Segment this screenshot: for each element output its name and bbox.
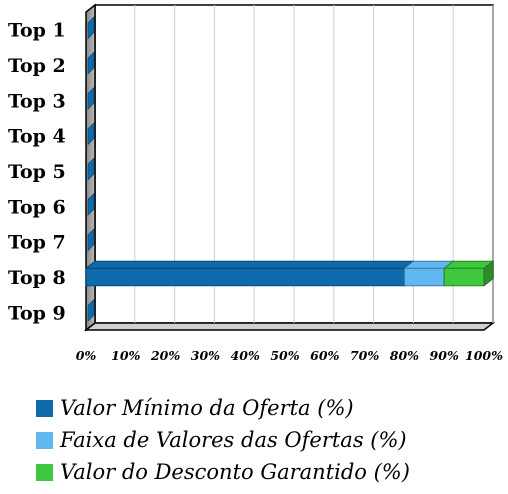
- legend-swatch: [36, 463, 53, 481]
- legend-swatch: [36, 399, 53, 417]
- category-label: Top 6: [8, 196, 66, 218]
- legend-item-valor-minimo: Valor Mínimo da Oferta (%): [36, 392, 410, 424]
- bar-top-7-series-1: [87, 228, 95, 252]
- bar-top-8-series-3: [443, 260, 495, 287]
- category-label: Top 4: [8, 126, 66, 148]
- x-tick-label: 100%: [465, 348, 503, 363]
- legend: Valor Mínimo da Oferta (%) Faixa de Valo…: [36, 392, 410, 488]
- category-label: Top 5: [8, 161, 66, 183]
- x-tick-label: 30%: [191, 348, 220, 363]
- bar-face: [403, 267, 445, 287]
- bar-top-8-series-1: [84, 260, 415, 287]
- bar-zero-sliver: [87, 228, 95, 252]
- stacked-bar-chart: Top 1 Top 2 Top 3 Top 4 Top 5 Top 6 Top 7 Top 8…: [8, 3, 503, 363]
- category-label: Top 7: [8, 232, 66, 254]
- bar-top: [84, 260, 415, 269]
- legend-label: Faixa de Valores das Ofertas (%): [60, 428, 407, 452]
- x-tick-label: 60%: [310, 348, 339, 363]
- bar-zero-sliver: [87, 122, 95, 146]
- plot-floor: [83, 322, 496, 331]
- x-tick-label: 40%: [231, 348, 260, 363]
- x-tick-label: 0%: [76, 348, 97, 363]
- x-tick-label: 20%: [150, 348, 180, 363]
- bar-top-9-series-1: [87, 298, 95, 322]
- legend-item-desconto-garantido: Valor do Desconto Garantido (%): [36, 456, 410, 488]
- bar-zero-sliver: [87, 16, 95, 40]
- bar-zero-sliver: [87, 298, 95, 322]
- legend-swatch: [36, 431, 53, 449]
- category-labels: Top 1 Top 2 Top 3 Top 4 Top 5 Top 6 Top 7 Top 8…: [8, 20, 66, 325]
- category-label: Top 9: [8, 302, 66, 324]
- category-label: Top 1: [8, 20, 66, 42]
- bar-top-1-series-1: [87, 16, 95, 40]
- bar-side: [483, 260, 494, 287]
- bar-top-2-series-1: [87, 51, 95, 75]
- x-tick-label: 50%: [270, 348, 299, 363]
- bar-zero-sliver: [87, 51, 95, 75]
- bar-top-5-series-1: [87, 157, 95, 181]
- category-label: Top 8: [8, 267, 66, 289]
- bar-zero-sliver: [87, 157, 95, 181]
- x-tick-label: 70%: [350, 348, 379, 363]
- bars: [84, 16, 495, 322]
- legend-item-faixa-de-valores: Faixa de Valores das Ofertas (%): [36, 424, 410, 456]
- x-tick-label: 90%: [430, 348, 459, 363]
- bar-top-3-series-1: [87, 86, 95, 110]
- bar-face: [443, 267, 485, 287]
- legend-label: Valor do Desconto Garantido (%): [60, 460, 410, 484]
- x-tick-labels: 0% 10% 20% 30% 40% 50% 60% 70% 80% 90% 100%: [76, 348, 503, 363]
- bar-face: [85, 267, 405, 287]
- bar-top-4-series-1: [87, 122, 95, 146]
- legend-label: Valor Mínimo da Oferta (%): [60, 396, 354, 420]
- category-label: Top 3: [8, 90, 66, 112]
- x-tick-label: 10%: [111, 348, 140, 363]
- bar-zero-sliver: [87, 86, 95, 110]
- x-tick-label: 80%: [390, 348, 419, 363]
- bar-zero-sliver: [87, 192, 95, 216]
- category-label: Top 2: [8, 55, 66, 77]
- bar-top-6-series-1: [87, 192, 95, 216]
